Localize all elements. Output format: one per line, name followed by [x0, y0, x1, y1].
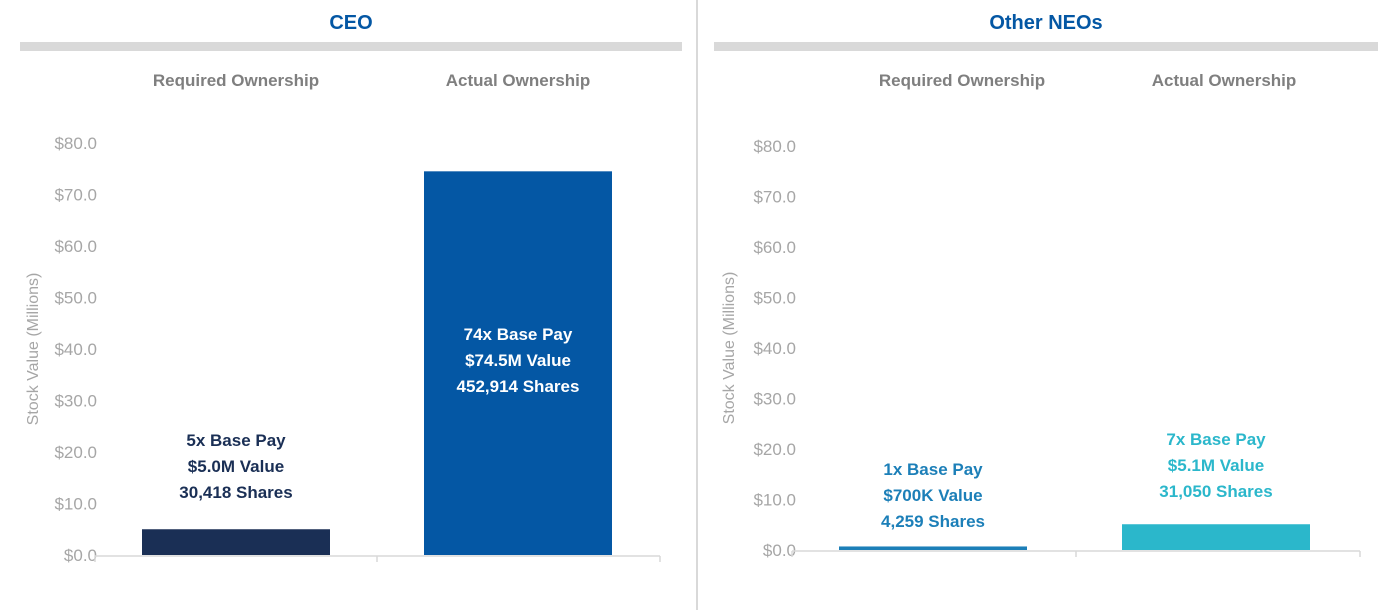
y-tick-label: $70.0 — [54, 186, 97, 205]
y-tick-label: $70.0 — [753, 188, 796, 207]
y-tick-label: $40.0 — [753, 339, 796, 358]
bar — [839, 546, 1027, 550]
y-tick-label: $40.0 — [54, 340, 97, 359]
title-underline-bar — [714, 42, 1378, 51]
y-tick-label: $0.0 — [763, 541, 796, 560]
data-label: $5.1M Value — [1168, 456, 1264, 475]
bar — [424, 171, 612, 555]
bar — [1122, 524, 1310, 550]
y-axis-label: Stock Value (Millions) — [25, 273, 42, 426]
category-label: Required Ownership — [879, 71, 1045, 90]
y-tick-label: $80.0 — [54, 134, 97, 153]
title-underline-bar — [20, 42, 682, 51]
y-tick-label: $50.0 — [753, 289, 796, 308]
data-label: 74x Base Pay — [464, 325, 573, 344]
category-label: Actual Ownership — [1152, 71, 1297, 90]
data-label: 30,418 Shares — [179, 483, 292, 502]
y-axis-label: Stock Value (Millions) — [721, 272, 738, 425]
y-tick-label: $30.0 — [753, 390, 796, 409]
y-tick-label: $60.0 — [54, 237, 97, 256]
data-label: $74.5M Value — [465, 351, 571, 370]
y-tick-label: $80.0 — [753, 137, 796, 156]
data-label: 31,050 Shares — [1159, 482, 1272, 501]
category-label: Actual Ownership — [446, 71, 591, 90]
y-tick-label: $60.0 — [753, 238, 796, 257]
data-label: 1x Base Pay — [883, 460, 983, 479]
bar — [142, 529, 330, 555]
data-label: $5.0M Value — [188, 457, 284, 476]
chart-title: Other NEOs — [989, 12, 1102, 34]
category-label: Required Ownership — [153, 71, 319, 90]
y-tick-label: $20.0 — [753, 440, 796, 459]
data-label: $700K Value — [883, 486, 982, 505]
y-tick-label: $10.0 — [753, 491, 796, 510]
y-tick-label: $20.0 — [54, 443, 97, 462]
data-label: 4,259 Shares — [881, 512, 985, 531]
y-tick-label: $50.0 — [54, 289, 97, 308]
chart-title: CEO — [329, 12, 372, 34]
data-label: 452,914 Shares — [457, 377, 580, 396]
y-tick-label: $10.0 — [54, 495, 97, 514]
data-label: 5x Base Pay — [186, 431, 286, 450]
data-label: 7x Base Pay — [1166, 430, 1266, 449]
y-tick-label: $30.0 — [54, 392, 97, 411]
y-tick-label: $0.0 — [64, 546, 97, 565]
